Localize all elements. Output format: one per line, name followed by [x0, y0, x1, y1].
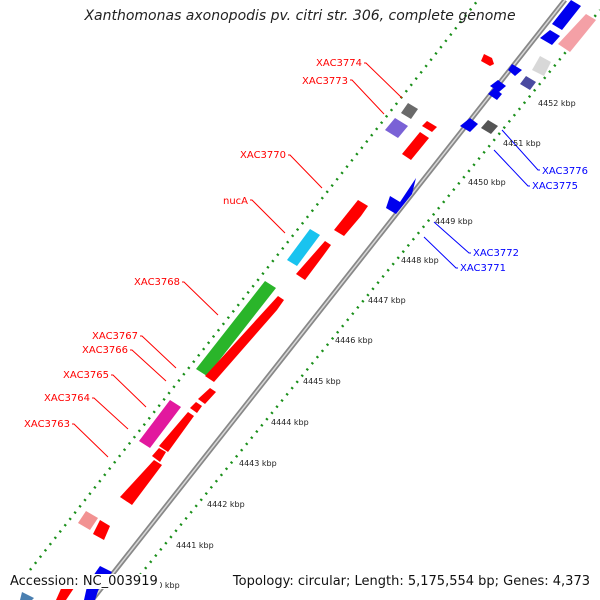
gene-arrow [460, 118, 478, 132]
gene-arrow [481, 54, 494, 66]
gene-label: XAC3772 [473, 248, 519, 259]
gene-arrow [490, 80, 506, 92]
genome-title: Xanthomonas axonopodis pv. citri str. 30… [84, 8, 516, 24]
gene-XAC3773-box [385, 118, 408, 138]
gene-arrow [552, 0, 581, 30]
leader-XAC3770 [288, 154, 323, 189]
kbp-label: 4442 kbp [207, 500, 245, 509]
gene-XAC3768-box [196, 281, 276, 376]
gene-arrow [296, 241, 331, 280]
right-gene-labels: XAC3776 XAC3775 XAC3772 XAC3771 [460, 166, 588, 274]
gene-arrow [198, 388, 216, 404]
gene-arrow [558, 14, 596, 52]
blue-arrows [20, 0, 596, 600]
gene-arrow [481, 120, 498, 134]
kbp-labels: 4440 kbp 4441 kbp 4442 kbp 4443 kbp 4444… [142, 99, 576, 590]
gene-arrow [334, 200, 368, 236]
leader-XAC3767 [140, 335, 177, 369]
kbp-label: 4448 kbp [401, 256, 439, 265]
kbp-label: 4447 kbp [368, 296, 406, 305]
gene-label: XAC3776 [542, 166, 588, 177]
kbp-label: 4445 kbp [303, 377, 341, 386]
leader-XAC3763 [72, 423, 109, 458]
gene-label: XAC3774 [316, 58, 362, 69]
gene-arrow [422, 121, 437, 132]
inner-ruler-line [139, 9, 600, 576]
red-arrows [56, 54, 494, 600]
gene-label: XAC3770 [240, 150, 286, 161]
leader-XAC3776 [501, 129, 540, 171]
leader-XAC3773 [350, 79, 385, 115]
gene-label: XAC3765 [63, 370, 109, 381]
gene-arrow [520, 76, 536, 90]
gene-arrow [93, 520, 110, 540]
gene-label: XAC3767 [92, 331, 138, 342]
kbp-label: 4449 kbp [435, 217, 473, 226]
gene-label: XAC3764 [44, 393, 90, 404]
gene-nucA-box [287, 229, 320, 266]
topology-text: Topology: circular; Length: 5,175,554 bp… [230, 574, 592, 589]
gene-arrow [20, 592, 34, 600]
gene-label: XAC3773 [302, 76, 348, 87]
kbp-label: 4443 kbp [239, 459, 277, 468]
kbp-label: 4441 kbp [176, 541, 214, 550]
leader-XAC3772 [433, 221, 471, 254]
left-label-leaders [72, 62, 403, 458]
kbp-label: 4440 kbp [142, 581, 180, 590]
leader-nucA [250, 199, 286, 234]
gene-arrow [402, 132, 429, 160]
gene-arrow [120, 460, 162, 505]
kbp-label: 4452 kbp [538, 99, 576, 108]
outer-ruler-line [29, 0, 479, 571]
gene-label: XAC3766 [82, 345, 128, 356]
leader-XAC3774 [364, 62, 403, 99]
leader-XAC3764 [92, 397, 129, 430]
gene-XAC3765-box [139, 400, 181, 448]
gene-arrow [190, 402, 202, 413]
gene-label: XAC3771 [460, 263, 506, 274]
gene-label: nucA [223, 196, 248, 207]
leader-XAC3768 [182, 281, 219, 316]
left-gene-labels: XAC3774 XAC3773 XAC3770 nucA XAC3768 XAC… [24, 58, 362, 430]
gene-arrow [159, 412, 194, 452]
gene-arrow [386, 178, 416, 214]
gene-label: XAC3768 [134, 277, 180, 288]
gene-arrow [508, 64, 522, 76]
gene-arrow [488, 88, 502, 100]
kbp-label: 4446 kbp [335, 336, 373, 345]
kbp-label: 4451 kbp [503, 139, 541, 148]
gene-small-pink-box [78, 511, 98, 530]
kbp-label: 4450 kbp [468, 178, 506, 187]
gene-arrow [532, 56, 551, 76]
gene-label: XAC3775 [532, 181, 578, 192]
leader-XAC3765 [111, 374, 147, 408]
leader-XAC3775 [493, 149, 530, 187]
forward-features [78, 103, 418, 530]
leader-XAC3771 [423, 236, 458, 269]
leader-XAC3766 [130, 349, 167, 382]
gene-label: XAC3763 [24, 419, 70, 430]
right-label-leaders [423, 129, 540, 269]
accession-text: Accession: NC_003919 [8, 574, 160, 589]
kbp-label: 4444 kbp [271, 418, 309, 427]
gene-arrow [540, 30, 560, 45]
genome-backbone-highlight [91, 0, 566, 600]
gene-arrow [205, 296, 284, 382]
gene-arrow [152, 448, 166, 462]
gene-XAC3774-box [401, 103, 418, 119]
